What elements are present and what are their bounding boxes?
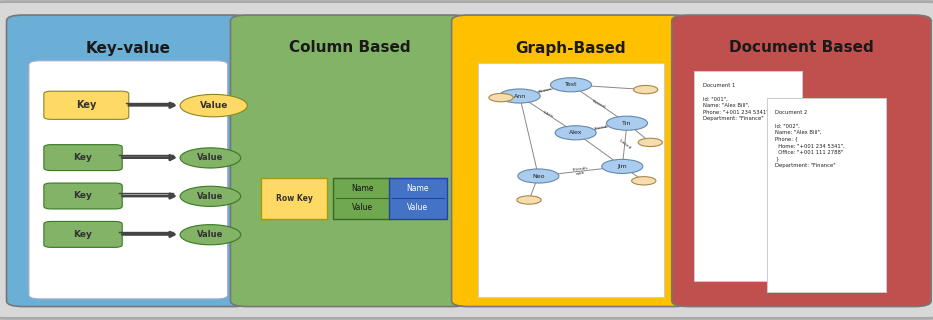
FancyBboxPatch shape (672, 15, 931, 307)
Text: Value: Value (197, 230, 224, 239)
FancyBboxPatch shape (230, 15, 469, 307)
FancyBboxPatch shape (44, 91, 129, 119)
Circle shape (550, 78, 592, 92)
Text: Posted: Posted (592, 99, 606, 109)
Circle shape (517, 196, 541, 204)
Text: Value: Value (200, 101, 228, 110)
Ellipse shape (180, 148, 241, 168)
FancyBboxPatch shape (44, 183, 122, 209)
Text: Value: Value (408, 204, 428, 212)
Text: Value: Value (197, 192, 224, 201)
Text: Jim: Jim (618, 164, 627, 169)
Ellipse shape (180, 94, 247, 117)
Text: Key: Key (74, 230, 92, 239)
FancyBboxPatch shape (333, 178, 391, 219)
Circle shape (632, 177, 656, 185)
FancyBboxPatch shape (452, 15, 690, 307)
Circle shape (518, 169, 559, 183)
Text: Graph-Based: Graph-Based (516, 41, 626, 55)
Ellipse shape (180, 225, 241, 245)
Text: Value: Value (197, 153, 224, 163)
Circle shape (638, 138, 662, 147)
Text: Friend: Friend (594, 125, 608, 131)
Text: Linked: Linked (618, 139, 632, 151)
Text: Name: Name (407, 184, 429, 193)
Text: Document 2

Id: "002",
Name: "Alex Bill",
Phone: {
  Home: "+001 234 5341",
  Of: Document 2 Id: "002", Name: "Alex Bill",… (775, 110, 845, 168)
Text: Alex: Alex (569, 130, 582, 135)
Text: Document Based: Document Based (729, 41, 874, 55)
Text: Key-value: Key-value (86, 41, 171, 55)
Circle shape (634, 85, 658, 94)
Text: Document 1

Id: "001",
Name: "Alex Bill",
Phone: "+001 234 5341",
Department: "F: Document 1 Id: "001", Name: "Alex Bill",… (703, 83, 770, 121)
Text: Row Key: Row Key (276, 194, 313, 203)
FancyBboxPatch shape (389, 178, 447, 219)
FancyBboxPatch shape (44, 145, 122, 171)
Text: Name: Name (351, 184, 373, 193)
FancyBboxPatch shape (767, 98, 886, 292)
FancyBboxPatch shape (261, 178, 327, 219)
Text: Knows: Knows (538, 87, 552, 94)
Circle shape (555, 126, 596, 140)
Text: Value: Value (352, 204, 372, 212)
FancyBboxPatch shape (44, 221, 122, 247)
Circle shape (499, 89, 540, 103)
Text: Test: Test (564, 82, 578, 87)
Text: Likes: Likes (542, 110, 553, 118)
Text: Friends
with: Friends with (572, 166, 589, 176)
Text: Key: Key (77, 100, 96, 110)
Text: Key: Key (74, 191, 92, 201)
FancyBboxPatch shape (478, 63, 664, 297)
Text: Ann: Ann (513, 93, 526, 99)
Circle shape (489, 93, 513, 102)
Text: Column Based: Column Based (289, 41, 411, 55)
Text: Key: Key (74, 153, 92, 162)
FancyBboxPatch shape (694, 71, 802, 281)
FancyBboxPatch shape (29, 61, 228, 299)
Text: Neo: Neo (532, 173, 545, 179)
Circle shape (606, 116, 648, 130)
Circle shape (602, 159, 643, 173)
Ellipse shape (180, 186, 241, 206)
Text: Tin: Tin (622, 121, 632, 126)
FancyBboxPatch shape (7, 15, 250, 307)
